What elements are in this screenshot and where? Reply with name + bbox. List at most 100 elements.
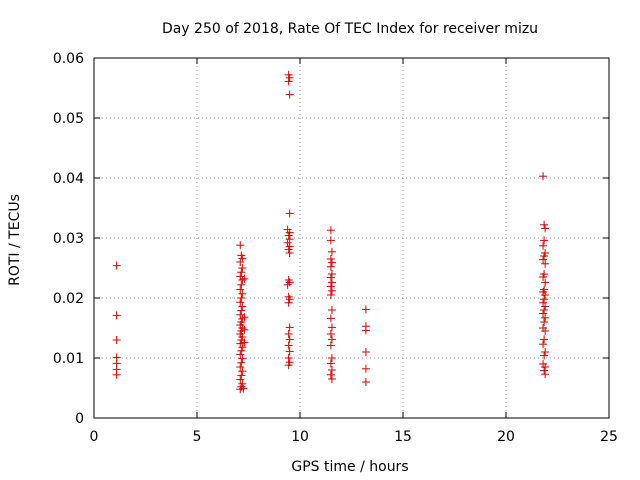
data-point: [539, 172, 548, 181]
data-point: [283, 280, 292, 289]
x-tick-label: 0: [90, 429, 99, 445]
data-point: [326, 273, 335, 282]
data-point: [326, 262, 335, 271]
data-point: [327, 247, 336, 256]
data-point: [240, 325, 249, 334]
data-point: [112, 261, 121, 270]
data-point: [236, 310, 245, 319]
data-point: [238, 343, 247, 352]
data-point: [327, 375, 336, 383]
data-point: [540, 351, 549, 360]
data-point: [237, 371, 246, 380]
y-tick-label: 0.01: [53, 351, 84, 367]
data-point: [238, 354, 247, 363]
data-point: [237, 346, 246, 355]
data-point: [327, 258, 336, 267]
data-point: [327, 323, 336, 332]
data-point: [539, 273, 548, 281]
y-tick-label: 0: [75, 411, 84, 427]
data-point: [112, 336, 121, 344]
data-point: [540, 306, 549, 314]
data-point: [361, 305, 370, 314]
data-point: [237, 268, 246, 277]
chart-title: Day 250 of 2018, Rate Of TEC Index for r…: [162, 21, 538, 37]
data-point: [327, 306, 336, 314]
y-tick-label: 0.06: [53, 51, 84, 67]
data-point: [540, 366, 549, 375]
x-tick-label: 25: [600, 429, 618, 445]
data-point: [240, 338, 249, 347]
data-point: [238, 302, 247, 311]
x-tick-label: 5: [193, 429, 202, 445]
y-tick-label: 0.04: [53, 171, 84, 187]
data-point: [326, 314, 335, 323]
data-point: [112, 311, 121, 320]
data-point: [326, 291, 335, 299]
data-point: [284, 361, 293, 370]
data-point: [326, 341, 335, 350]
data-point: [361, 378, 370, 386]
data-point: [541, 327, 550, 335]
data-point: [327, 335, 336, 344]
data-point: [326, 282, 335, 291]
data-point: [240, 313, 249, 322]
data-point: [238, 367, 247, 376]
data-point: [237, 358, 246, 367]
data-point: [327, 354, 336, 362]
data-point: [284, 341, 293, 350]
data-point: [540, 220, 549, 229]
data-point: [236, 363, 245, 371]
plot-frame: [93, 57, 610, 419]
data-point: [285, 209, 294, 218]
x-tick-label: 20: [497, 429, 515, 445]
data-point: [541, 278, 550, 287]
data-point: [284, 231, 293, 240]
data-point: [285, 73, 294, 82]
data-point: [238, 289, 247, 298]
data-point: [285, 90, 294, 99]
data-point: [284, 77, 293, 86]
data-point: [541, 291, 550, 299]
y-tick-label: 0.02: [53, 291, 84, 307]
y-tick-label: 0.03: [53, 231, 84, 247]
data-point: [326, 226, 335, 235]
data-point: [327, 270, 336, 278]
data-point: [112, 370, 121, 379]
x-tick-labels: 0 5 10 15 20 25: [90, 429, 618, 445]
data-point: [327, 278, 336, 287]
data-point: [326, 370, 335, 379]
data-point: [361, 326, 370, 335]
data-point: [236, 339, 245, 348]
data-point: [237, 280, 246, 289]
data-point: [236, 350, 245, 359]
data-point: [541, 313, 550, 322]
y-tick-label: 0.05: [53, 111, 84, 127]
data-point: [541, 363, 550, 371]
data-point: [285, 335, 294, 344]
data-point: [284, 354, 293, 362]
data-point: [539, 298, 548, 307]
data-point: [540, 318, 549, 326]
data-point: [236, 285, 245, 294]
data-point: [539, 340, 548, 349]
data-point: [238, 276, 247, 284]
data-point: [237, 306, 246, 315]
data-point: [285, 249, 294, 257]
x-tick-label: 15: [394, 429, 412, 445]
y-tick-labels: 0 0.01 0.02 0.03 0.04 0.05 0.06: [53, 51, 84, 427]
data-point: [236, 258, 245, 266]
data-point: [284, 245, 293, 254]
data-point: [236, 375, 245, 384]
grid-lines: [94, 58, 609, 418]
data-point: [285, 295, 294, 304]
data-point: [326, 359, 335, 368]
data-point: [327, 366, 336, 374]
data-point: [285, 323, 294, 332]
data-point: [285, 235, 294, 244]
data-point: [236, 272, 245, 281]
data-point: [284, 298, 293, 307]
data-point: [539, 241, 548, 250]
data-point: [237, 294, 246, 302]
data-point: [283, 238, 292, 247]
data-point: [238, 264, 247, 272]
